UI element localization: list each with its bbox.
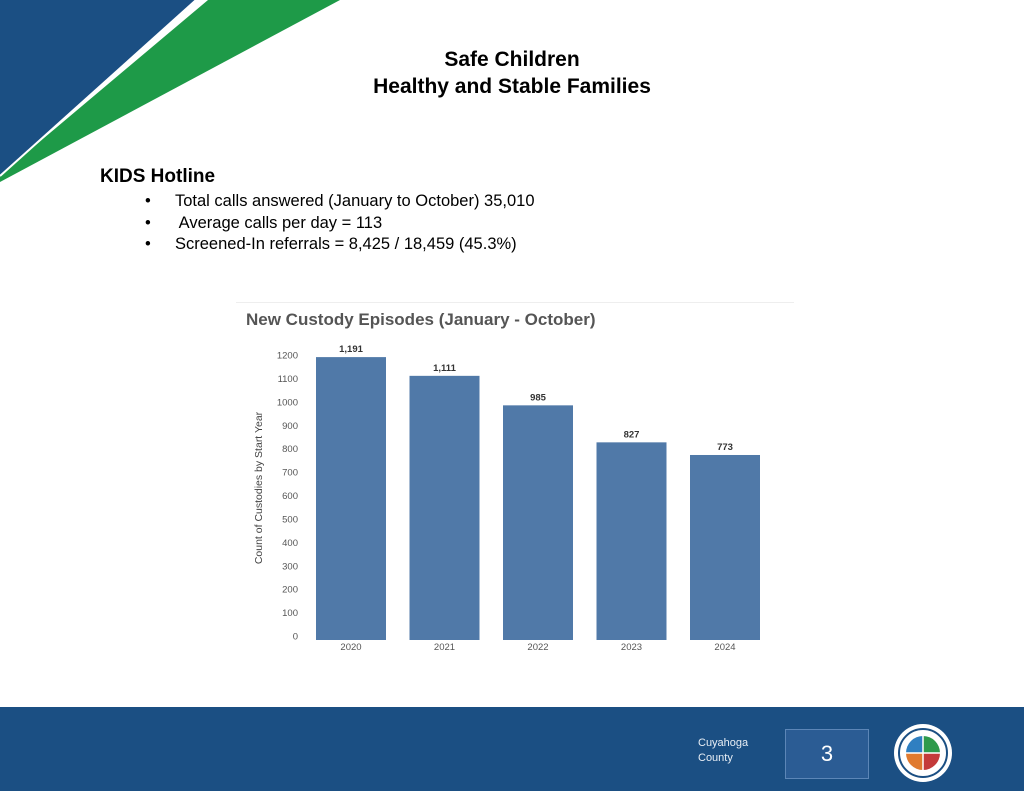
bar bbox=[409, 375, 480, 640]
bullet-dot: • bbox=[145, 192, 151, 210]
data-label: 1,111 bbox=[433, 363, 456, 374]
bar bbox=[503, 405, 573, 640]
x-tick-label: 2020 bbox=[340, 642, 361, 653]
page-title: Safe Children Healthy and Stable Familie… bbox=[0, 46, 1024, 100]
y-tick-label: 1100 bbox=[278, 374, 298, 385]
x-tick-label: 2024 bbox=[714, 642, 735, 653]
y-tick-label: 1200 bbox=[277, 351, 298, 362]
bullet-dot: • bbox=[145, 235, 151, 253]
y-tick-label: 400 bbox=[282, 538, 298, 549]
county-name-line-2: County bbox=[698, 752, 733, 764]
bullet-item: • Average calls per day = 113 bbox=[100, 213, 535, 235]
county-name-line-1: Cuyahoga bbox=[698, 737, 749, 749]
chart-title: New Custody Episodes (January - October) bbox=[246, 310, 596, 329]
y-tick-label: 600 bbox=[282, 491, 298, 502]
custody-chart: New Custody Episodes (January - October)… bbox=[236, 302, 794, 661]
bullet-item: • Total calls answered (January to Octobe… bbox=[100, 191, 535, 213]
y-axis-label: Count of Custodies by Start Year bbox=[253, 411, 265, 564]
data-label: 773 bbox=[717, 442, 733, 453]
title-line-2: Healthy and Stable Families bbox=[373, 75, 651, 98]
bullet-text: Screened-In referrals = 8,425 / 18,459 (… bbox=[175, 235, 517, 253]
county-seal-icon bbox=[894, 724, 952, 782]
y-tick-label: 700 bbox=[282, 468, 298, 479]
x-tick-label: 2022 bbox=[527, 642, 548, 653]
bullet-dot: • bbox=[145, 213, 151, 232]
bar bbox=[690, 454, 760, 640]
data-label: 827 bbox=[624, 429, 640, 440]
y-tick-label: 0 bbox=[293, 632, 298, 643]
page-number: 3 bbox=[785, 729, 869, 779]
bar bbox=[596, 442, 667, 640]
y-tick-label: 800 bbox=[282, 444, 298, 455]
bar-chart: New Custody Episodes (January - October)… bbox=[246, 310, 760, 653]
bullet-item: • Screened-In referrals = 8,425 / 18,459 … bbox=[100, 234, 535, 256]
y-tick-label: 500 bbox=[282, 514, 298, 525]
y-tick-label: 300 bbox=[282, 561, 298, 572]
footer-bar: Cuyahoga County 3 bbox=[0, 707, 1024, 791]
county-name: Cuyahoga County bbox=[698, 736, 748, 766]
title-line-1: Safe Children bbox=[444, 48, 580, 71]
y-tick-label: 900 bbox=[282, 421, 298, 432]
y-tick-label: 200 bbox=[282, 585, 298, 596]
x-tick-label: 2023 bbox=[621, 642, 642, 653]
hotline-heading: KIDS Hotline bbox=[100, 166, 216, 187]
bullet-text: Total calls answered (January to October… bbox=[175, 192, 535, 210]
corner-decoration bbox=[0, 0, 340, 182]
y-tick-label: 1000 bbox=[277, 397, 298, 408]
data-label: 1,191 bbox=[339, 344, 363, 355]
bar bbox=[316, 357, 386, 640]
y-tick-label: 100 bbox=[282, 608, 298, 619]
hotline-section: KIDS Hotline • Total calls answered (Janu… bbox=[100, 165, 535, 256]
data-label: 985 bbox=[530, 392, 547, 403]
bullet-text: Average calls per day = 113 bbox=[175, 213, 383, 232]
hotline-bullets: • Total calls answered (January to Octobe… bbox=[100, 191, 535, 256]
x-tick-label: 2021 bbox=[434, 642, 455, 653]
